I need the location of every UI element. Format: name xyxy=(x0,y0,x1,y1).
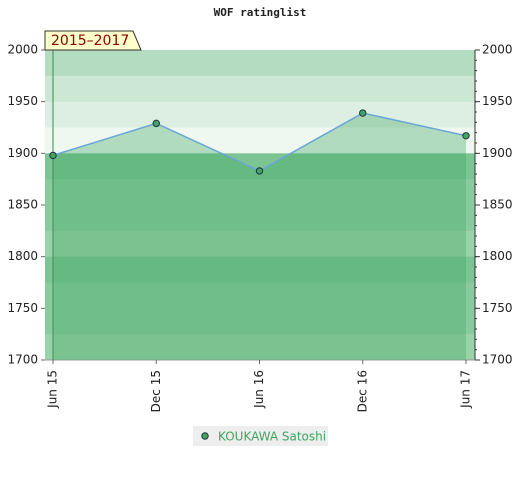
band xyxy=(45,256,475,283)
y-tick-label: 2000 xyxy=(7,43,38,57)
band xyxy=(45,153,475,180)
annotation: 2015–2017 xyxy=(51,33,129,49)
legend-label: KOUKAWA Satoshi xyxy=(218,430,326,444)
point xyxy=(152,119,160,128)
band xyxy=(45,101,475,128)
y2-tick-label: 2000 xyxy=(482,43,513,57)
band xyxy=(45,334,475,361)
band xyxy=(45,50,475,77)
y2-tick-label: 1950 xyxy=(482,94,513,108)
point xyxy=(359,109,367,117)
legend-box xyxy=(193,426,328,446)
x-tick-label: Jun 17 xyxy=(459,370,473,409)
y-tick-label: 1950 xyxy=(7,94,38,108)
y-tick-label: 1900 xyxy=(7,146,38,160)
point xyxy=(255,167,264,175)
band xyxy=(45,230,475,258)
area xyxy=(53,113,466,361)
band xyxy=(45,75,475,103)
point xyxy=(49,151,57,160)
y2-tick-label: 1700 xyxy=(482,353,513,367)
y-tick-label: 1850 xyxy=(7,198,38,212)
band xyxy=(45,127,475,154)
band xyxy=(45,282,475,309)
y2-tick-label: 1850 xyxy=(482,198,513,212)
y-tick-label: 1800 xyxy=(7,249,38,263)
y-tick-label: 1750 xyxy=(7,301,38,315)
y2-tick-label: 1750 xyxy=(482,301,513,315)
chart-title: WOF ratinglist xyxy=(214,6,307,19)
band xyxy=(45,179,475,206)
x-tick-label: Jun 16 xyxy=(252,370,266,409)
x-tick-label: Dec 15 xyxy=(149,370,163,412)
y2-tick-label: 1900 xyxy=(482,146,513,160)
y2-tick-label: 1800 xyxy=(482,249,513,263)
legend-marker xyxy=(201,432,209,440)
y-tick-label: 1700 xyxy=(7,353,38,367)
x-tick-label: Jun 15 xyxy=(46,370,60,409)
annotation-box xyxy=(44,30,142,51)
point xyxy=(462,132,470,140)
x-tick-label: Dec 16 xyxy=(355,370,369,412)
band xyxy=(45,205,475,232)
band xyxy=(45,308,475,335)
